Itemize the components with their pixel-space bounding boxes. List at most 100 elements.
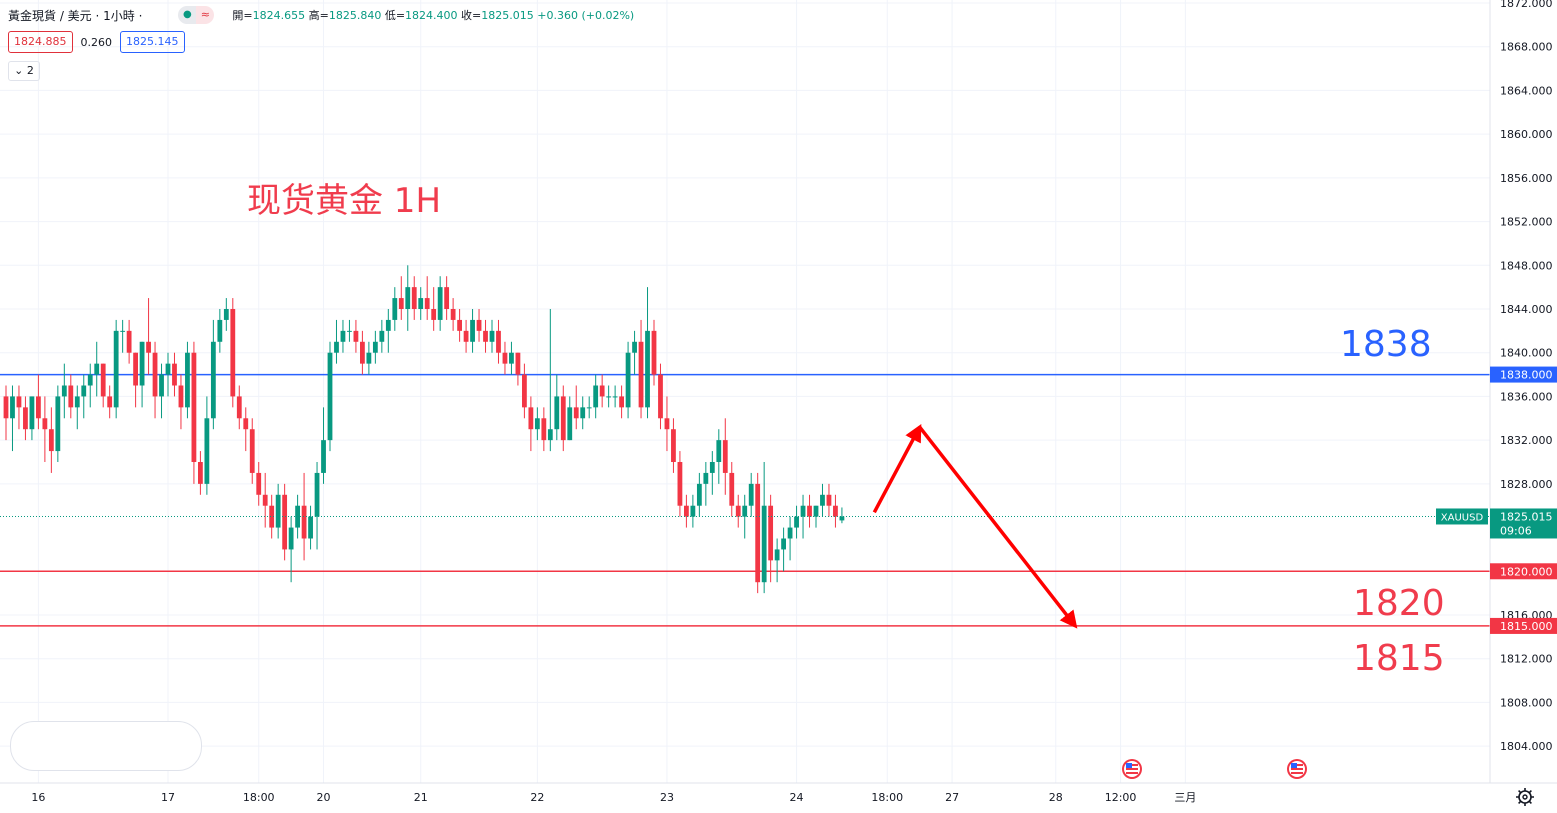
time-tick-label: 21 — [414, 791, 428, 804]
level-price-tag — [1490, 563, 1557, 580]
candle-body — [36, 396, 41, 419]
settings-gear-icon[interactable] — [1516, 788, 1534, 806]
candle-body — [87, 374, 93, 386]
us-flag-event-icon[interactable] — [1122, 759, 1142, 779]
indicators-toggle-button[interactable]: ⌄ 2 — [8, 61, 40, 81]
candle-body — [159, 374, 164, 397]
open-label: 開= — [232, 9, 253, 22]
candle-body — [664, 418, 670, 430]
candle-body — [10, 396, 15, 419]
price-tick-label: 1836.000 — [1500, 390, 1553, 403]
us-flag-event-icon[interactable] — [1287, 759, 1307, 779]
last-price-tag-label: 1825.015 — [1500, 510, 1553, 523]
symbol-title[interactable]: 黃金現貨 / 美元 · 1小時 · — [8, 8, 143, 23]
candle-body — [340, 330, 346, 342]
candle-body — [593, 385, 599, 408]
price-axis-bg[interactable] — [1490, 0, 1557, 783]
price-tick-label: 1812.000 — [1500, 653, 1553, 666]
candle-body — [722, 440, 728, 473]
navigation-panel[interactable] — [10, 721, 202, 771]
countdown-label: 09:06 — [1500, 524, 1532, 537]
candle-body — [826, 494, 832, 506]
candle-body — [612, 396, 618, 398]
candle-body — [444, 287, 450, 309]
candle-body — [126, 330, 132, 353]
price-tick-label: 1872.000 — [1500, 0, 1553, 10]
candle-body — [107, 396, 113, 408]
candle-body — [671, 429, 676, 462]
price-tick-label: 1852.000 — [1500, 216, 1553, 229]
candle-body — [709, 462, 715, 473]
open-value: 1824.655 — [252, 9, 306, 22]
price-tick-label: 1864.000 — [1500, 84, 1553, 97]
candle-body — [684, 505, 689, 517]
candle-body — [748, 483, 754, 506]
candle-body — [42, 418, 48, 430]
price-axis-ticks: 1872.000 1868.000 1864.000 1860.000 1856.000… — [1500, 0, 1553, 753]
candle-body — [476, 319, 482, 331]
candle-body — [781, 538, 786, 550]
candle-body — [463, 330, 469, 342]
price-tick-label: 1804.000 — [1500, 740, 1553, 753]
candle-body — [133, 352, 138, 386]
candle-body — [327, 352, 333, 441]
candle-body — [347, 330, 352, 332]
candle-body — [210, 341, 216, 419]
candle-body — [230, 309, 236, 397]
candle-body — [29, 396, 35, 430]
time-tick-label: 17 — [161, 791, 175, 804]
time-tick-label: 12:00 — [1105, 791, 1137, 804]
candle-body — [813, 505, 819, 517]
candle-body — [372, 341, 378, 353]
candle-body — [282, 494, 288, 550]
candle-body — [761, 505, 767, 583]
sell-price-button[interactable]: 1824.885 — [8, 31, 73, 53]
change-value: +0.360 (+0.02%) — [537, 9, 635, 22]
candle-body — [3, 396, 9, 419]
chart-title-annotation: 现货黄金 1H — [247, 181, 441, 221]
candle-body — [366, 352, 372, 364]
candle-body — [839, 516, 845, 521]
price-tick-label: 1848.000 — [1500, 259, 1553, 272]
candle-body — [301, 505, 307, 539]
delayed-data-approx-icon[interactable]: ≈ — [196, 6, 215, 24]
level-price-tag — [1490, 617, 1557, 634]
candle-body — [625, 352, 631, 408]
candle-body — [165, 363, 171, 375]
candle-body — [729, 472, 735, 506]
candle-body — [606, 396, 612, 398]
time-axis-bg[interactable] — [0, 783, 1557, 813]
chevron-down-icon: ⌄ — [14, 64, 24, 77]
candle-body — [651, 330, 657, 375]
candle-body — [146, 341, 151, 353]
candle-body — [321, 440, 326, 473]
close-label: 收= — [461, 9, 482, 22]
candle-body — [353, 330, 359, 342]
candle-body — [645, 330, 650, 408]
candle-body — [100, 363, 106, 397]
candlestick-series — [3, 265, 845, 594]
candle-body — [735, 505, 741, 517]
candle-body — [787, 527, 793, 539]
indicator-count: 2 — [26, 64, 34, 77]
candle-body — [256, 472, 262, 495]
candle-body — [573, 407, 579, 419]
candle-body — [243, 418, 249, 430]
candle-body — [450, 309, 456, 320]
candle-body — [554, 396, 560, 430]
candle-body — [55, 396, 61, 452]
candle-body — [800, 505, 806, 517]
candle-body — [755, 483, 761, 583]
candle-body — [94, 363, 100, 375]
candle-body — [619, 396, 624, 408]
candle-body — [560, 396, 566, 441]
candle-body — [768, 505, 774, 561]
candle-body — [68, 385, 74, 408]
price-tick-label: 1856.000 — [1500, 172, 1553, 185]
candle-body — [534, 418, 540, 430]
level-price-tag-label: 1815.000 — [1500, 620, 1553, 633]
candle-body — [457, 319, 462, 331]
buy-price-button[interactable]: 1825.145 — [120, 31, 185, 53]
candle-body — [48, 429, 54, 452]
